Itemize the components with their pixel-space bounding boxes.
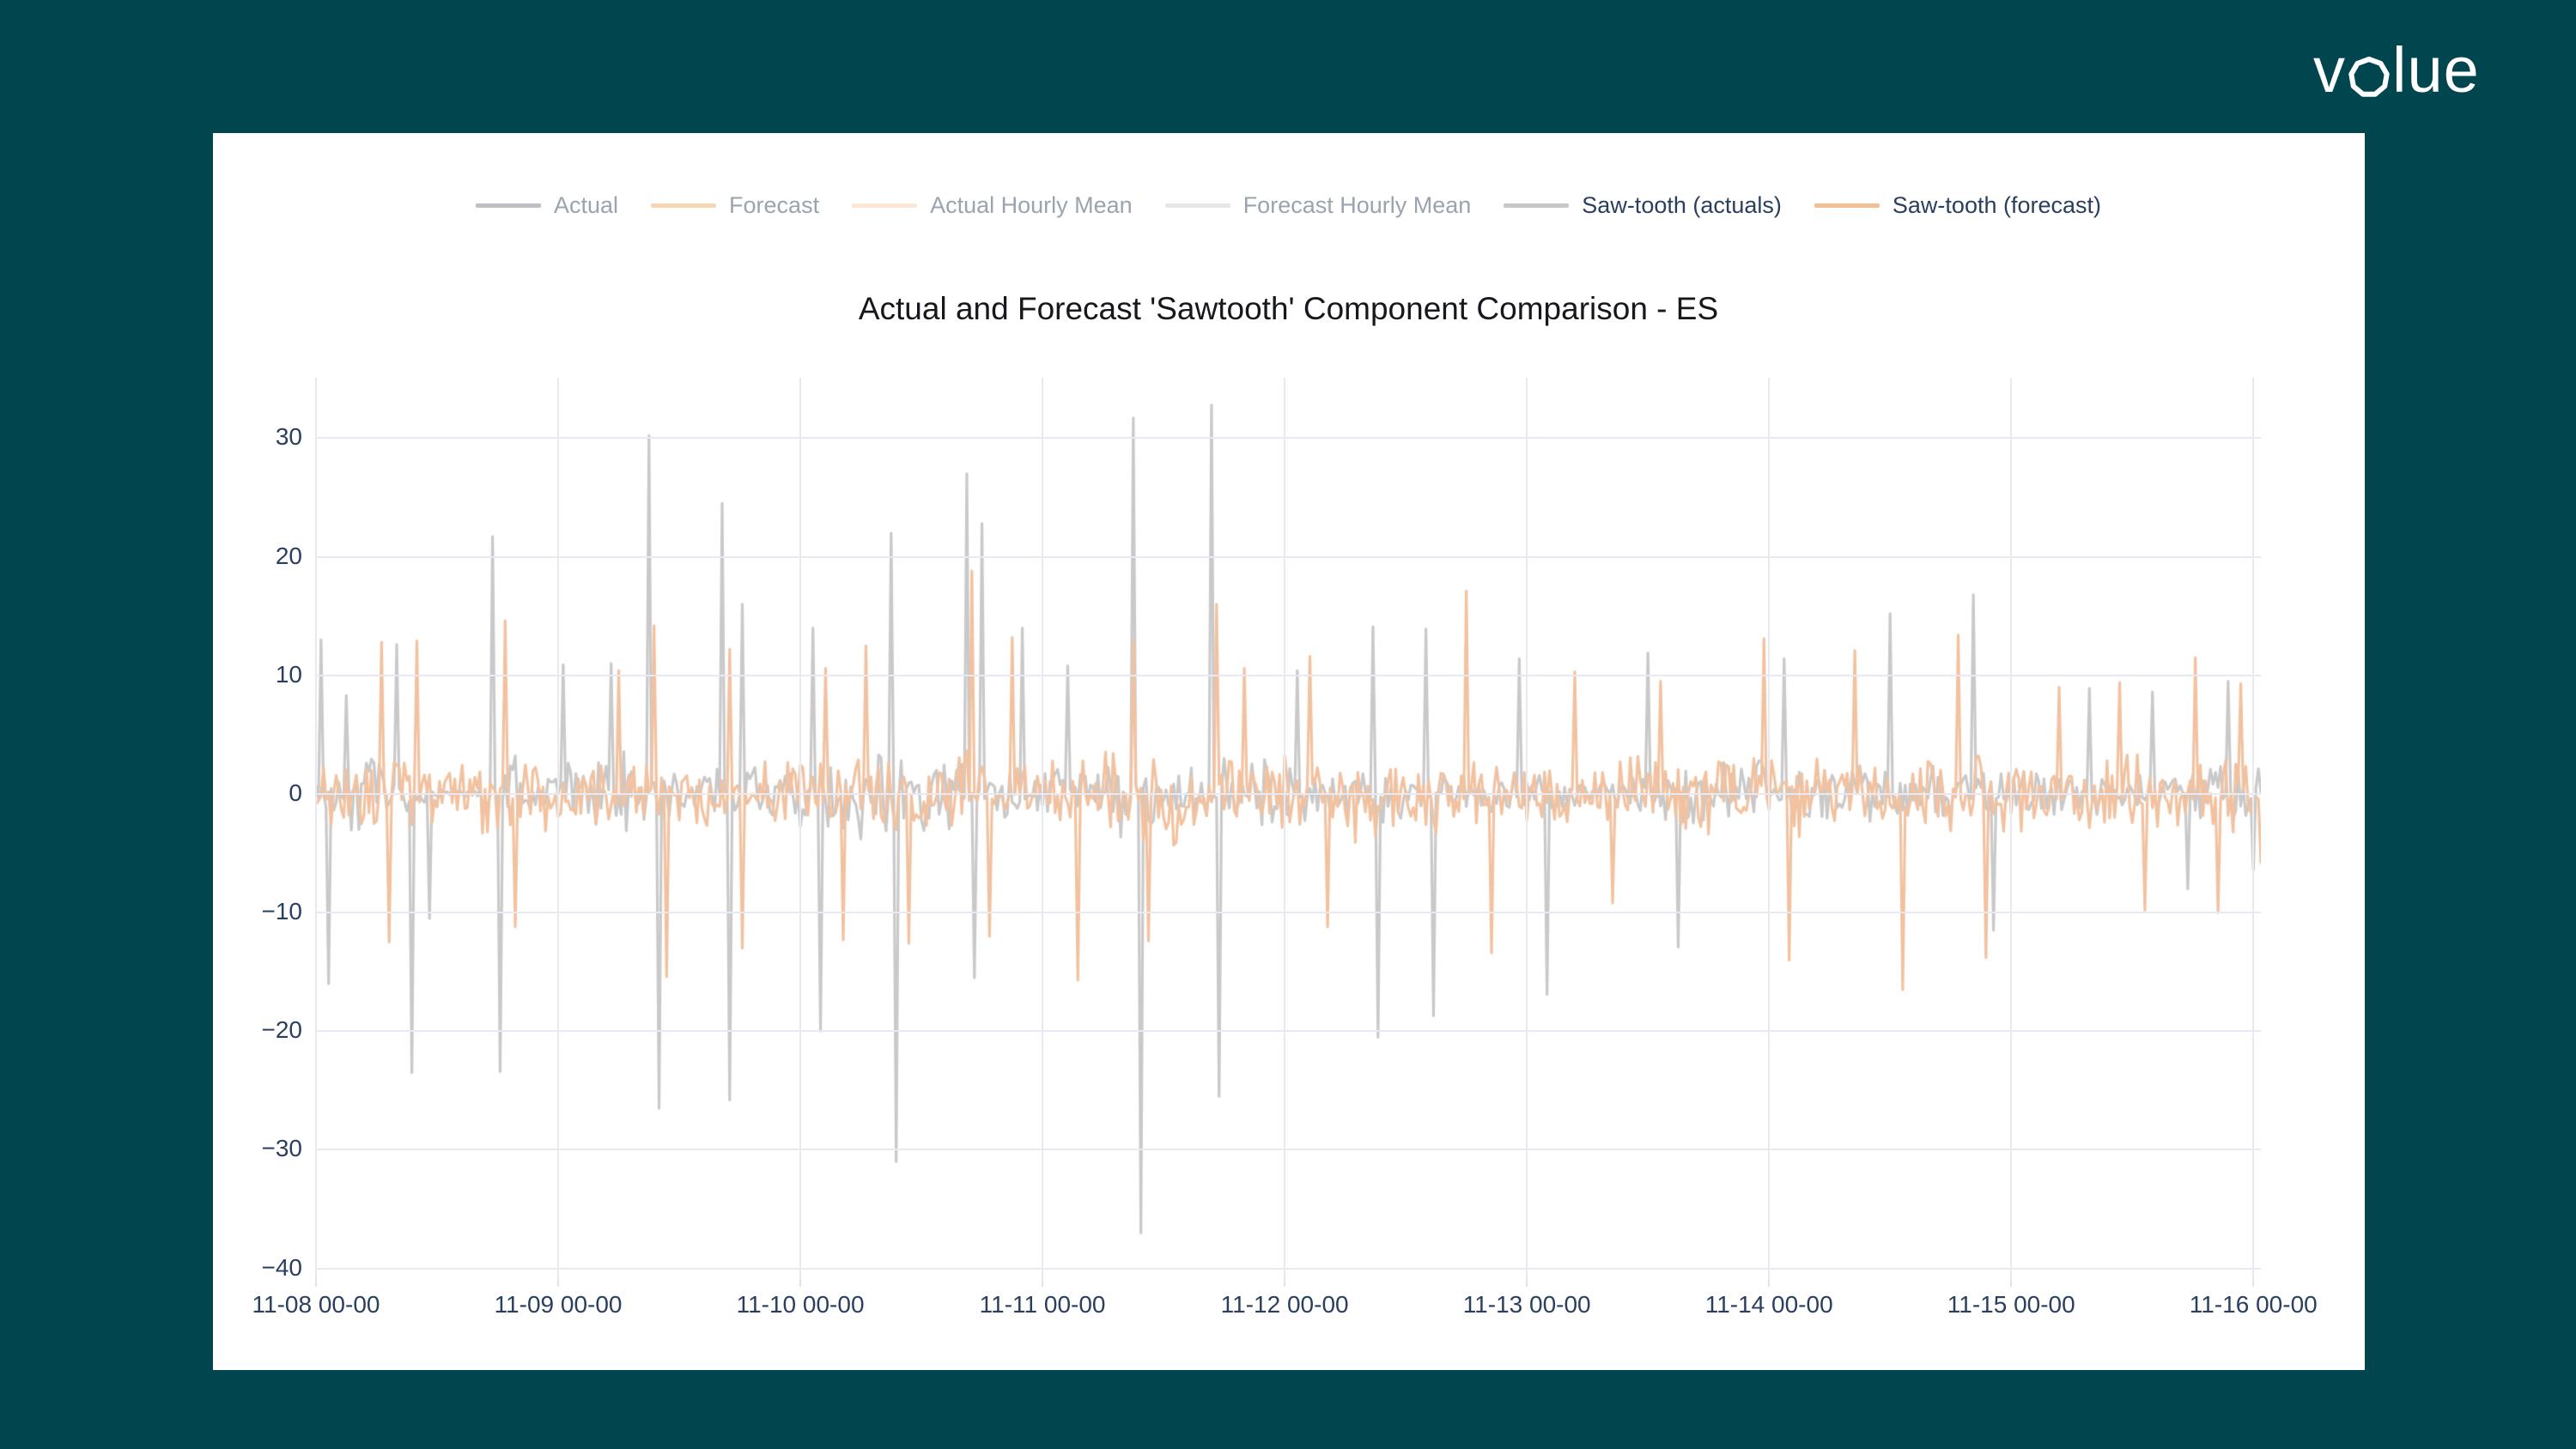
x-tick-mark — [315, 1279, 317, 1287]
legend-swatch — [1504, 203, 1570, 208]
x-gridline — [799, 378, 802, 1279]
y-gridline — [316, 912, 2261, 914]
x-tick-mark — [2010, 1279, 2013, 1287]
legend-swatch — [1814, 203, 1880, 208]
x-tick-label: 11-15 00-00 — [1947, 1291, 2075, 1318]
chart-legend: Actual Forecast Actual Hourly Mean Forecast… — [316, 185, 2261, 226]
y-gridline — [316, 674, 2261, 676]
x-tick-label: 11-09 00-00 — [494, 1291, 623, 1318]
legend-label: Actual — [553, 191, 619, 218]
logo-o-icon — [2348, 57, 2390, 97]
y-gridline — [316, 555, 2261, 558]
x-gridline — [1042, 378, 1044, 1279]
x-gridline — [2010, 378, 2013, 1279]
legend-item[interactable]: Actual Hourly Mean — [852, 192, 1133, 219]
x-tick-label: 11-13 00-00 — [1462, 1291, 1591, 1318]
legend-label: Forecast — [729, 191, 820, 218]
x-tick-label: 11-14 00-00 — [1704, 1291, 1833, 1318]
x-tick-mark — [2252, 1279, 2255, 1287]
legend-label: Actual Hourly Mean — [930, 191, 1133, 218]
x-tick-label: 11-12 00-00 — [1220, 1291, 1349, 1318]
x-tick-mark — [1042, 1279, 1044, 1287]
x-tick-mark — [799, 1279, 802, 1287]
y-tick-label: 0 — [289, 779, 302, 806]
x-tick-mark — [1526, 1279, 1528, 1287]
legend-label: Forecast Hourly Mean — [1242, 191, 1472, 218]
x-gridline — [2252, 378, 2255, 1279]
x-gridline — [1768, 378, 1771, 1279]
y-gridline — [316, 1030, 2261, 1033]
y-tick-label: −40 — [261, 1253, 303, 1281]
x-tick-label: 11-10 00-00 — [736, 1291, 865, 1318]
y-tick-label: 20 — [275, 542, 302, 569]
logo-letter-v: v — [2313, 34, 2346, 106]
chart-card: Actual Forecast Actual Hourly Mean Forecast… — [213, 133, 2365, 1370]
chart-canvas[interactable] — [316, 378, 2261, 1279]
x-tick-mark — [557, 1279, 560, 1287]
x-tick-label: 11-11 00-00 — [979, 1291, 1106, 1318]
y-tick-label: 30 — [275, 423, 302, 451]
legend-item[interactable]: Actual — [475, 191, 619, 219]
y-tick-label: −20 — [261, 1016, 303, 1044]
y-tick-label: −30 — [261, 1135, 303, 1162]
legend-item[interactable]: Saw-tooth (actuals) — [1504, 192, 1782, 219]
legend-swatch — [1164, 203, 1230, 208]
legend-swatch — [852, 203, 918, 208]
y-tick-label: −10 — [261, 898, 303, 925]
legend-label: Saw-tooth (actuals) — [1582, 191, 1782, 218]
x-tick-label: 11-08 00-00 — [252, 1291, 380, 1318]
x-tick-label: 11-16 00-00 — [2189, 1291, 2318, 1318]
legend-item[interactable]: Forecast Hourly Mean — [1164, 191, 1472, 219]
legend-swatch — [475, 203, 541, 208]
y-gridline — [316, 1149, 2261, 1151]
x-gridline — [315, 378, 317, 1279]
legend-swatch — [651, 203, 717, 208]
legend-label: Saw-tooth (forecast) — [1892, 191, 2101, 218]
y-gridline — [316, 1267, 2261, 1270]
x-tick-mark — [1284, 1279, 1286, 1287]
y-gridline — [316, 792, 2261, 795]
legend-item[interactable]: Saw-tooth (forecast) — [1814, 192, 2101, 219]
legend-item[interactable]: Forecast — [651, 192, 819, 219]
y-tick-label: 10 — [275, 660, 302, 688]
x-gridline — [1284, 378, 1286, 1279]
logo-letters-lue: lue — [2392, 34, 2480, 106]
volue-logo: v lue — [2313, 34, 2480, 106]
x-tick-mark — [1768, 1279, 1771, 1287]
chart-title: Actual and Forecast 'Sawtooth' Component… — [858, 291, 1719, 326]
x-gridline — [1526, 378, 1528, 1279]
y-gridline — [316, 437, 2261, 440]
plot-area — [315, 378, 2261, 1287]
x-gridline — [557, 378, 560, 1279]
